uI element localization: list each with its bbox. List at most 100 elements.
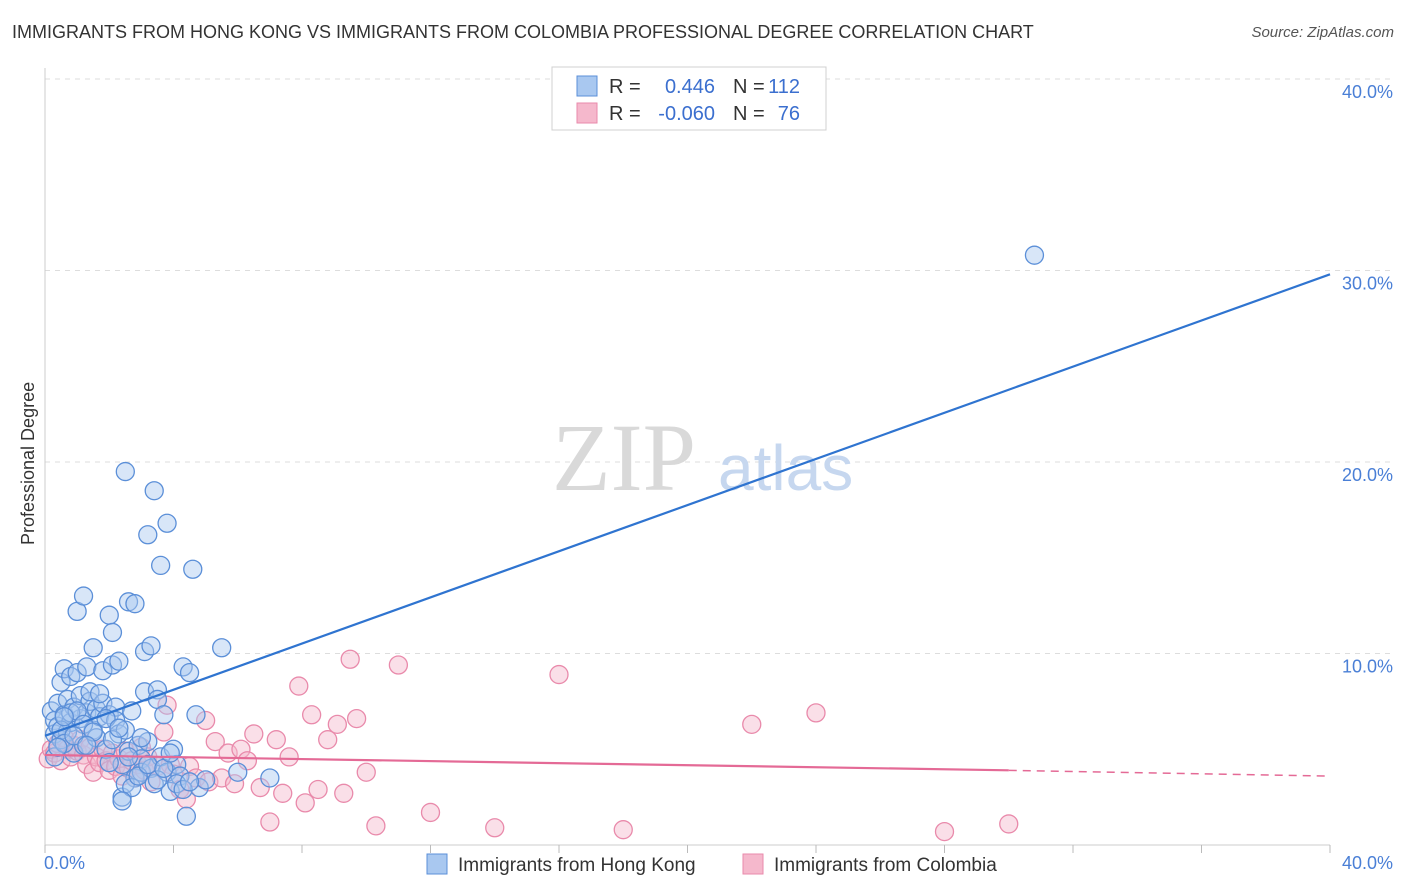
legend-swatch-colombia <box>576 102 598 124</box>
colombia-point-54 <box>273 783 293 803</box>
hong-kong-point-36 <box>102 622 123 643</box>
hong-kong-point-39 <box>109 651 129 671</box>
grid-layer <box>45 78 1395 654</box>
legend-n-value-co: 76 <box>778 103 800 125</box>
hong-kong-point-30 <box>93 661 113 681</box>
hong-kong-point-75 <box>183 559 203 579</box>
hong-kong-point-25 <box>83 638 103 658</box>
hong-kong-point-18 <box>70 685 90 706</box>
x-tick-label-max: 40.0% <box>1342 853 1393 873</box>
colombia-trend-line <box>44 753 1009 772</box>
hong-kong-point-99 <box>147 770 168 790</box>
colombia-point-55 <box>279 747 299 767</box>
watermark-zip: ZIP <box>552 404 696 511</box>
series-label-hong-kong: Immigrants from Hong Kong <box>458 855 696 876</box>
colombia-point-75 <box>999 814 1019 834</box>
hong-kong-point-19 <box>73 586 94 606</box>
colombia-point-47 <box>224 774 245 794</box>
hong-kong-point-59 <box>144 481 164 501</box>
hong-kong-point-108 <box>77 735 97 756</box>
hong-kong-point-110 <box>112 791 132 811</box>
legend-swatch-hong-kong <box>576 75 598 97</box>
legend-r-label-co: R = <box>609 103 641 125</box>
series-legend: Immigrants from Hong Kong Immigrants fro… <box>426 853 997 876</box>
colombia-point-57 <box>295 793 315 813</box>
colombia-point-72 <box>742 714 762 735</box>
hong-kong-point-73 <box>176 806 197 826</box>
colombia-point-65 <box>356 762 376 782</box>
hong-kong-point-97 <box>131 728 152 748</box>
hong-kong-point-79 <box>212 638 232 658</box>
hong-kong-point-43 <box>115 461 135 482</box>
colombia-point-73 <box>806 703 826 723</box>
hong-kong-point-65 <box>154 705 174 725</box>
hong-kong-point-55 <box>138 525 158 545</box>
hong-kong-point-101 <box>160 743 180 763</box>
colombia-point-74 <box>934 821 955 842</box>
hong-kong-point-48 <box>125 594 145 614</box>
colombia-point-14 <box>83 762 103 782</box>
legend-n-value-hk: 112 <box>768 76 800 98</box>
hong-kong-point-80 <box>228 762 248 782</box>
colombia-point-58 <box>301 705 322 725</box>
colombia-point-44 <box>205 731 225 752</box>
hong-kong-trend-line <box>44 273 1331 737</box>
y-tick-label-30: 30.0% <box>1342 274 1393 294</box>
hong-kong-point-95 <box>122 777 142 798</box>
hong-kong-point-33 <box>99 605 119 625</box>
watermark-atlas: atlas <box>718 432 853 504</box>
legend-r-value-hk: 0.446 <box>665 76 715 98</box>
series-swatch-colombia <box>742 853 764 875</box>
colombia-point-42 <box>195 710 216 731</box>
colombia-point-67 <box>388 655 409 675</box>
trend-lines <box>44 273 1331 777</box>
colombia-point-62 <box>334 783 354 803</box>
hong-kong-point-106 <box>54 707 74 727</box>
series-swatch-hong-kong <box>426 853 448 875</box>
hong-kong-point-107 <box>64 726 84 746</box>
colombia-point-66 <box>366 816 386 836</box>
chart-title: IMMIGRANTS FROM HONG KONG VS IMMIGRANTS … <box>12 22 1034 42</box>
legend-n-label-co: N = <box>733 103 765 125</box>
hong-kong-point-16 <box>67 663 87 683</box>
hong-kong-point-103 <box>173 779 193 800</box>
hong-kong-point-109 <box>99 753 119 773</box>
x-tick-label-min: 0.0% <box>44 853 85 873</box>
legend-r-value-co: -0.060 <box>658 103 715 125</box>
hong-kong-point-77 <box>189 777 209 798</box>
hong-kong-point-57 <box>141 636 161 656</box>
hong-kong-point-104 <box>179 772 200 792</box>
axes-layer: 10.0% 20.0% 30.0% 40.0% 0.0% 40.0% <box>44 68 1393 873</box>
hong-kong-point-89 <box>89 684 110 704</box>
hong-kong-point-78 <box>195 770 216 790</box>
y-tick-label-10: 10.0% <box>1342 657 1393 677</box>
hong-kong-point-111 <box>1024 245 1045 265</box>
series-label-colombia: Immigrants from Colombia <box>774 855 997 876</box>
hong-kong-point-21 <box>77 657 97 677</box>
hong-kong-point-105 <box>48 737 68 757</box>
hong-kong-point-24 <box>80 682 100 702</box>
legend-n-label-hk: N = <box>733 76 765 98</box>
colombia-point-68 <box>420 802 441 823</box>
hong-kong-point-92 <box>109 718 129 738</box>
hong-kong-point-91 <box>102 730 123 750</box>
hong-kong-points <box>41 245 1045 826</box>
colombia-point-61 <box>327 714 347 735</box>
correlation-legend: R = 0.446 N = 112 R = -0.060 N = 76 <box>551 66 827 131</box>
hong-kong-point-81 <box>260 768 280 788</box>
colombia-point-34 <box>154 722 174 742</box>
colombia-point-50 <box>244 724 264 744</box>
hong-kong-point-90 <box>96 708 116 729</box>
colombia-point-59 <box>308 779 328 800</box>
colombia-point-52 <box>260 812 280 832</box>
hong-kong-point-63 <box>150 555 171 576</box>
colombia-point-64 <box>346 708 367 729</box>
colombia-point-56 <box>289 676 309 696</box>
colombia-point-71 <box>613 820 633 840</box>
hong-kong-point-74 <box>179 663 200 683</box>
colombia-point-70 <box>549 664 569 685</box>
source-label: Source: ZipAtlas.com <box>1251 24 1394 41</box>
y-tick-label-20: 20.0% <box>1342 465 1393 485</box>
colombia-point-53 <box>266 730 286 750</box>
